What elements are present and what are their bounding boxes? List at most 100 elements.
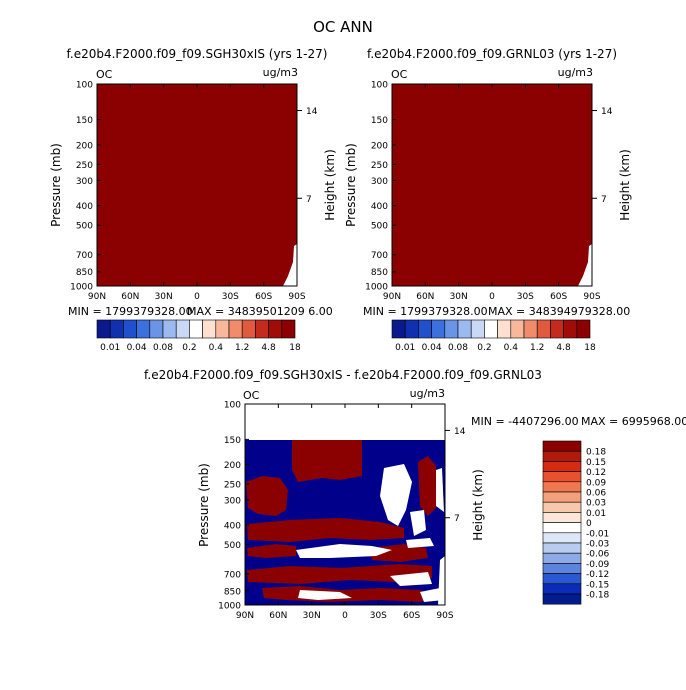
panel-3-white-lower-1 [298,590,352,600]
y-tick-label: 850 [371,268,388,278]
panel-1-min-label: MIN = 1799379328.00 [68,305,193,318]
panel-3-white-right-2 [410,510,426,536]
colorbar-label: 1.2 [530,343,544,353]
colorbar-box [228,319,243,339]
y-tick-label: 150 [76,116,93,126]
y-tick-label: 250 [76,161,93,171]
y-tick-label: 1000 [218,602,241,612]
colorbar-box [510,319,525,339]
panel-3-red-upper-mid [292,440,362,482]
colorbar-box [109,319,124,339]
panel-3-field [245,440,445,605]
colorbar-box [542,491,582,503]
x-tick-label: 30S [222,292,239,302]
colorbar-label: 0.4 [504,343,519,353]
colorbar-label: 0.01 [586,509,606,519]
y-tick-label: 700 [224,570,241,580]
panel-1-max-label: MAX = 34839501209 6.00 [187,305,333,318]
figure-title: OC ANN [313,18,373,36]
panel-2-ylabel: Pressure (mb) [344,143,358,227]
colorbar-label: -0.03 [586,540,609,550]
y-tick-label: 300 [224,496,241,506]
colorbar-box [470,319,485,339]
colorbar-box [542,583,582,595]
x-tick-label: 90S [436,611,453,621]
colorbar-box [542,552,582,564]
panel-1-title: f.e20b4.F2000.f09_f09.SGH30xIS (yrs 1-27… [67,47,328,61]
x-tick-label: 60S [403,611,420,621]
colorbar-label: 0.15 [586,458,606,468]
panel-3-white-edge [438,556,445,605]
colorbar-label: 4.8 [261,343,276,353]
y-tick-label: 150 [224,436,241,446]
colorbar-box [202,319,217,339]
colorbar-box [175,319,190,339]
panel-3-title: f.e20b4.F2000.f09_f09.SGH30xIS - f.e20b4… [144,368,542,382]
colorbar-box [149,319,164,339]
colorbar-label: 18 [584,343,596,353]
panel-3-y2label: Height (km) [471,469,485,540]
colorbar-label: 4.8 [556,343,571,353]
colorbar-box [550,319,564,339]
y-tick-label: 300 [371,177,388,187]
panel-2-variable-label: OC [391,68,408,81]
colorbar-label: -0.12 [586,570,609,580]
colorbar-box [484,319,498,339]
colorbar-label: 0.03 [586,499,606,509]
colorbar-box [542,481,582,493]
panel-2-y2label: Height (km) [618,149,632,220]
y-tick-label: 250 [224,480,241,490]
colorbar-box [542,440,582,452]
y-tick-label: 200 [224,461,241,471]
panel-2-units-label: ug/m3 [558,66,593,79]
colorbar-box [281,319,296,339]
panel-1-missing-region [283,244,297,286]
x-tick-label: 90N [236,611,254,621]
colorbar-box [542,573,582,585]
panel-2-max-label: MAX = 348394979328.00 [488,305,630,318]
panel-3-min-label: MIN = -4407296.00 [471,415,579,428]
x-tick-label: 60S [550,292,567,302]
colorbar-box [189,319,203,339]
colorbar-box [576,319,591,339]
panel-3-units-label: ug/m3 [410,387,445,400]
y-tick-label: 500 [224,541,241,551]
x-tick-label: 30N [450,292,468,302]
panel-2-field [392,84,592,286]
colorbar-box [542,450,582,462]
panel-2: f.e20b4.F2000.f09_f09.GRNL03 (yrs 1-27) … [344,47,632,353]
colorbar-label: -0.09 [586,560,610,570]
colorbar-box [542,501,582,513]
x-tick-label: 30S [370,611,387,621]
panel-3-white-right-3 [436,468,444,512]
y-tick-label: 700 [76,251,93,261]
panel-3-white-lower-2 [390,572,432,586]
colorbar-box [497,319,512,339]
panel-2-missing-region [578,244,592,286]
x-tick-label: 30S [517,292,534,302]
colorbar-box [563,319,578,339]
panel-3-ylabel: Pressure (mb) [197,463,211,547]
colorbar-label: -0.01 [586,529,609,539]
colorbar-label: 0.04 [422,343,442,353]
y2-tick-label: 7 [306,195,312,205]
y-tick-label: 700 [371,251,388,261]
colorbar-label: 0.04 [127,343,147,353]
colorbar-box [123,319,137,339]
panel-1-variable-label: OC [96,68,113,81]
colorbar-label: -0.18 [586,591,610,601]
panel-3: f.e20b4.F2000.f09_f09.SGH30xIS - f.e20b4… [144,368,686,621]
y-tick-label: 100 [76,81,93,91]
y2-tick-label: 14 [306,107,318,117]
x-tick-label: 60S [255,292,272,302]
colorbar-label: 0.2 [477,343,491,353]
y-tick-label: 500 [371,222,388,232]
x-tick-label: 30N [303,611,321,621]
colorbar-box [542,542,582,554]
colorbar-box [255,319,269,339]
panel-3-red-upper-left [246,476,288,516]
colorbar-box [404,319,419,339]
x-tick-label: 60N [269,611,287,621]
y-tick-label: 400 [76,202,93,212]
